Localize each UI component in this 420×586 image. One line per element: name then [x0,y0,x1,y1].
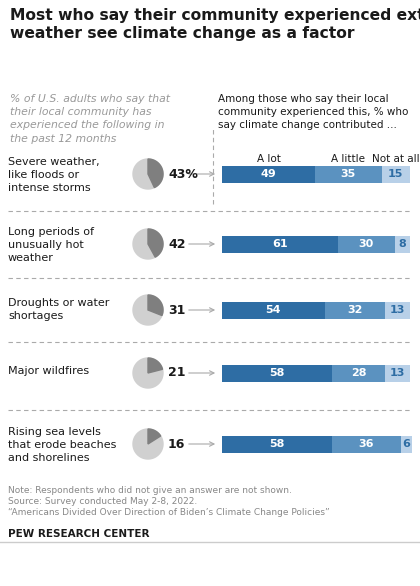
Text: 32: 32 [347,305,363,315]
Text: 58: 58 [269,439,285,449]
Bar [315,165,382,182]
Text: 43%: 43% [168,168,198,180]
Polygon shape [148,358,163,373]
Text: 58: 58 [269,368,285,378]
Polygon shape [148,159,163,188]
Bar [222,165,315,182]
Text: 49: 49 [261,169,276,179]
Text: 15: 15 [388,169,404,179]
Polygon shape [133,229,163,259]
Text: 54: 54 [265,305,281,315]
Bar [332,435,401,452]
Polygon shape [133,429,163,459]
Polygon shape [133,358,163,388]
Text: 30: 30 [359,239,374,249]
Text: 13: 13 [390,368,405,378]
Bar [386,364,410,381]
Bar [395,236,410,253]
Text: 6: 6 [402,439,410,449]
Bar [325,302,386,319]
Text: 16: 16 [168,438,185,451]
Text: Not at all: Not at all [372,154,420,164]
Polygon shape [133,295,163,325]
Text: Among those who say their local
community experienced this, % who
say climate ch: Among those who say their local communit… [218,94,408,131]
Polygon shape [148,229,163,257]
Text: Source: Survey conducted May 2-8, 2022.: Source: Survey conducted May 2-8, 2022. [8,497,197,506]
Text: Note: Respondents who did not give an answer are not shown.: Note: Respondents who did not give an an… [8,486,292,495]
Polygon shape [148,295,163,315]
Text: 13: 13 [390,305,405,315]
Bar [222,236,338,253]
Bar [222,435,332,452]
Text: Rising sea levels
that erode beaches
and shorelines: Rising sea levels that erode beaches and… [8,427,116,464]
Bar [401,435,412,452]
Polygon shape [148,429,161,444]
Bar [332,364,386,381]
Bar [222,302,325,319]
Text: 8: 8 [399,239,407,249]
Bar [338,236,395,253]
Text: 31: 31 [168,304,185,316]
Text: % of U.S. adults who say that
their local community has
experienced the followin: % of U.S. adults who say that their loca… [10,94,170,144]
Text: 21: 21 [168,366,186,380]
Text: A little: A little [331,154,365,164]
Text: 28: 28 [351,368,367,378]
Bar [386,302,410,319]
Text: 42: 42 [168,237,186,250]
Text: 61: 61 [272,239,288,249]
Polygon shape [133,159,163,189]
Text: Severe weather,
like floods or
intense storms: Severe weather, like floods or intense s… [8,157,100,193]
Text: 36: 36 [359,439,374,449]
Text: A lot: A lot [257,154,281,164]
Text: “Americans Divided Over Direction of Biden’s Climate Change Policies”: “Americans Divided Over Direction of Bid… [8,508,330,517]
Text: 35: 35 [341,169,356,179]
Text: Major wildfires: Major wildfires [8,366,89,376]
Text: Long periods of
unusually hot
weather: Long periods of unusually hot weather [8,227,94,263]
Text: PEW RESEARCH CENTER: PEW RESEARCH CENTER [8,529,150,539]
Bar [222,364,332,381]
Bar [382,165,410,182]
Text: Most who say their community experienced extreme
weather see climate change as a: Most who say their community experienced… [10,8,420,41]
Text: Droughts or water
shortages: Droughts or water shortages [8,298,109,321]
